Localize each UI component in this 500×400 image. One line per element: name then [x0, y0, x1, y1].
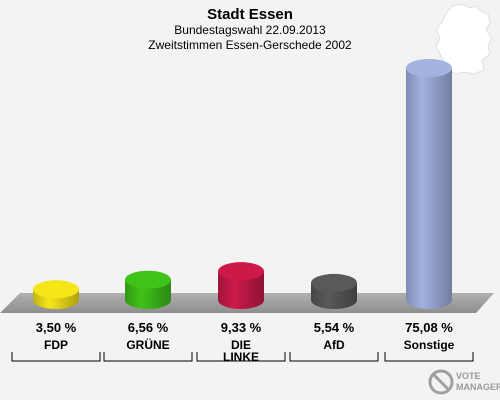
bar-top-highlight — [312, 274, 356, 291]
bar-fdp — [33, 280, 79, 309]
svg-text:VOTE: VOTE — [456, 371, 481, 381]
chart-subtitle-election: Bundestagswahl 22.09.2013 — [174, 23, 326, 37]
svg-text:MANAGER: MANAGER — [456, 382, 500, 392]
category-bracket — [289, 352, 379, 362]
value-label-die-linke: 9,33 % — [221, 320, 262, 335]
vote-manager-logo: VOTE MANAGER — [428, 369, 500, 395]
bar-die-linke — [218, 262, 264, 309]
category-bracket — [103, 352, 193, 362]
category-label-afd: AfD — [323, 338, 345, 352]
category-bracket — [196, 352, 286, 362]
category-bracket — [384, 352, 474, 362]
bar-top-highlight — [407, 60, 451, 76]
category-bracket — [11, 352, 101, 362]
chart-subtitle-district: Zweitstimmen Essen-Gerschede 2002 — [148, 38, 352, 52]
bar-top-highlight — [126, 271, 170, 288]
bar-top-highlight — [219, 263, 263, 280]
value-label-sonstige: 75,08 % — [405, 320, 453, 335]
logo-mark-icon — [428, 369, 454, 395]
bar-body — [218, 271, 264, 309]
category-label-grüne: GRÜNE — [126, 337, 169, 352]
bar-top-highlight — [34, 281, 78, 298]
category-label-sonstige: Sonstige — [404, 338, 455, 352]
bar-grüne — [125, 270, 171, 309]
germany-map-icon — [435, 3, 493, 75]
category-label-fdp: FDP — [44, 338, 68, 352]
chart-title: Stadt Essen — [207, 6, 293, 23]
value-label-afd: 5,54 % — [314, 320, 355, 335]
value-label-grüne: 6,56 % — [128, 320, 169, 335]
bar-sonstige — [406, 59, 452, 309]
logo-cross-icon — [431, 372, 451, 392]
bar-body — [406, 68, 452, 309]
value-label-fdp: 3,50 % — [36, 320, 77, 335]
bar-afd — [311, 273, 357, 309]
category-label-die-linke: DIE LINKE — [223, 338, 259, 364]
